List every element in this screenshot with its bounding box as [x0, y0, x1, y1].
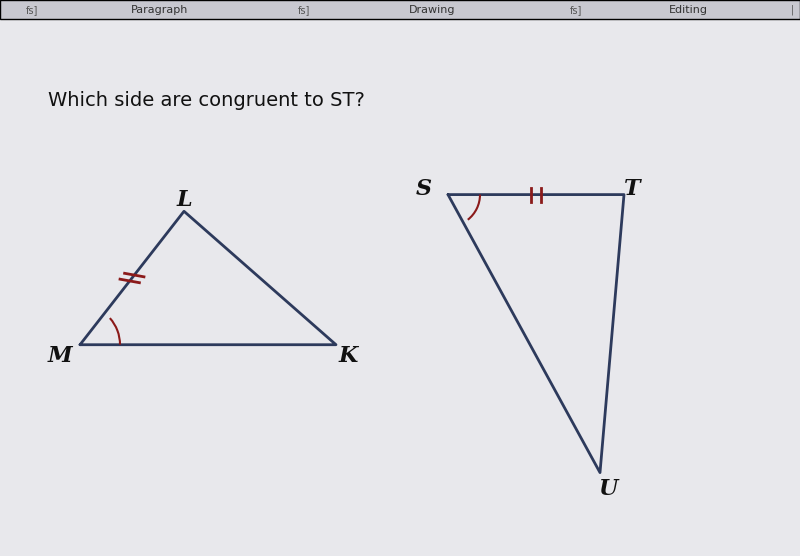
Text: Paragraph: Paragraph [131, 5, 189, 14]
FancyBboxPatch shape [0, 0, 800, 19]
Text: Editing: Editing [669, 5, 707, 14]
Text: M: M [48, 345, 72, 367]
Text: |: | [790, 4, 794, 15]
Text: K: K [338, 345, 358, 367]
Text: Which side are congruent to ST?: Which side are congruent to ST? [48, 91, 365, 110]
Text: U: U [598, 478, 618, 500]
Text: T: T [624, 178, 640, 200]
Text: fs]: fs] [26, 5, 38, 14]
Text: fs]: fs] [570, 5, 582, 14]
Text: S: S [416, 178, 432, 200]
Text: fs]: fs] [298, 5, 310, 14]
Text: Drawing: Drawing [409, 5, 455, 14]
Text: L: L [176, 189, 192, 211]
